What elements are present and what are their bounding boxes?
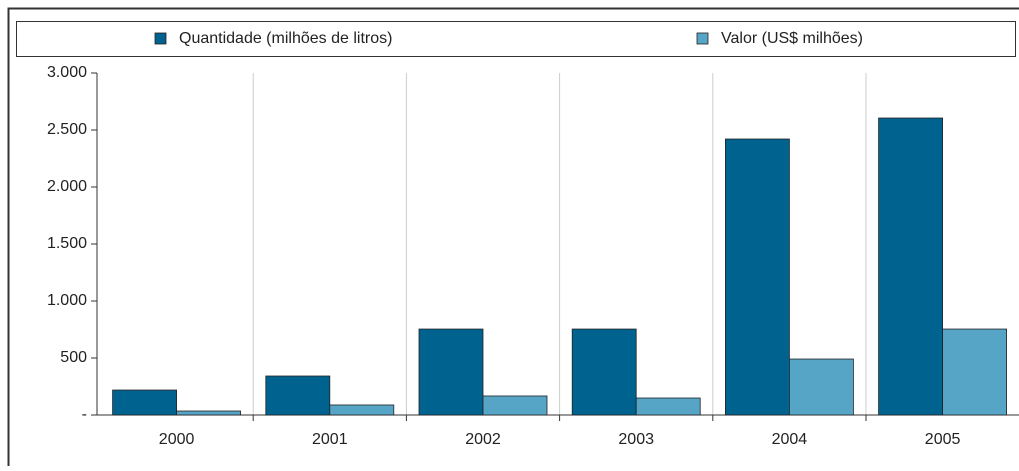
y-tick-label: 1.500 [47, 235, 87, 252]
bar [636, 398, 700, 415]
x-tick-label: 2004 [772, 431, 808, 448]
legend-label: Valor (US$ milhões) [721, 30, 863, 47]
y-tick-label: 2.000 [47, 178, 87, 195]
x-tick-label: 2005 [925, 431, 961, 448]
y-tick-label: - [82, 406, 87, 423]
legend-swatch [697, 33, 708, 44]
legend-swatch [155, 33, 166, 44]
bar [419, 329, 483, 415]
bar [266, 376, 330, 415]
x-tick-label: 2000 [159, 431, 195, 448]
bar [330, 405, 394, 415]
legend-label: Quantidade (milhões de litros) [179, 30, 392, 47]
x-tick-label: 2001 [312, 431, 348, 448]
y-tick-label: 3.000 [47, 64, 87, 81]
bar [943, 329, 1007, 415]
y-tick-label: 500 [60, 349, 87, 366]
y-tick-label: 2.500 [47, 121, 87, 138]
bar [113, 390, 177, 415]
bar [725, 139, 789, 415]
x-tick-label: 2002 [465, 431, 501, 448]
y-tick-label: 1.000 [47, 292, 87, 309]
bar [177, 411, 241, 415]
bar [483, 396, 547, 415]
bar [572, 329, 636, 415]
bar [879, 118, 943, 415]
x-tick-label: 2003 [618, 431, 654, 448]
bar [789, 359, 853, 415]
